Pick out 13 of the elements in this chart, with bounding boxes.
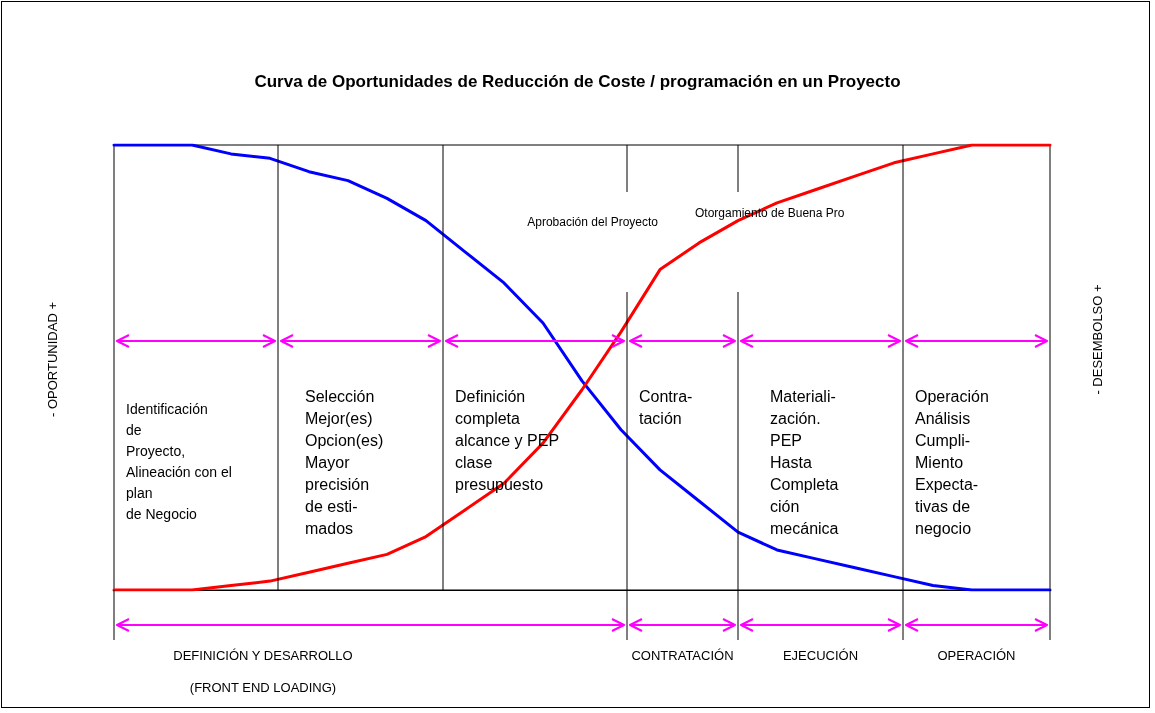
y2-axis-title: - DESEMBOLSO + (1090, 284, 1105, 395)
text: CONTRATACIÓN (631, 648, 734, 663)
annotation: Identificación de Proyecto, Alineación con el plan de Negocio (126, 401, 232, 522)
y-axis-title: - OPORTUNIDAD + (45, 302, 60, 417)
annotation: Selección Mejor(es) Opcion(es) Mayor precisión de esti- mados (305, 388, 384, 537)
chart-title: Curva de Oportunidades de Reducción de Coste / programación en un Proyecto (254, 72, 901, 91)
annotation: Materiali- zación. PEP Hasta Completa ción mecánica (770, 388, 839, 537)
annotation: Contra- tación (639, 388, 693, 427)
annotation: Aprobación del Proyecto (527, 215, 659, 229)
text: DEFINICIÓN Y DESARROLLO (FRONT END LOADING) (173, 648, 353, 695)
text: OPERACIÓN (937, 648, 1016, 663)
text: EJECUCIÓN (782, 648, 859, 663)
annotation: Operación Análisis Cumpli- Miento Expecta- tivas de negocio (915, 388, 989, 537)
